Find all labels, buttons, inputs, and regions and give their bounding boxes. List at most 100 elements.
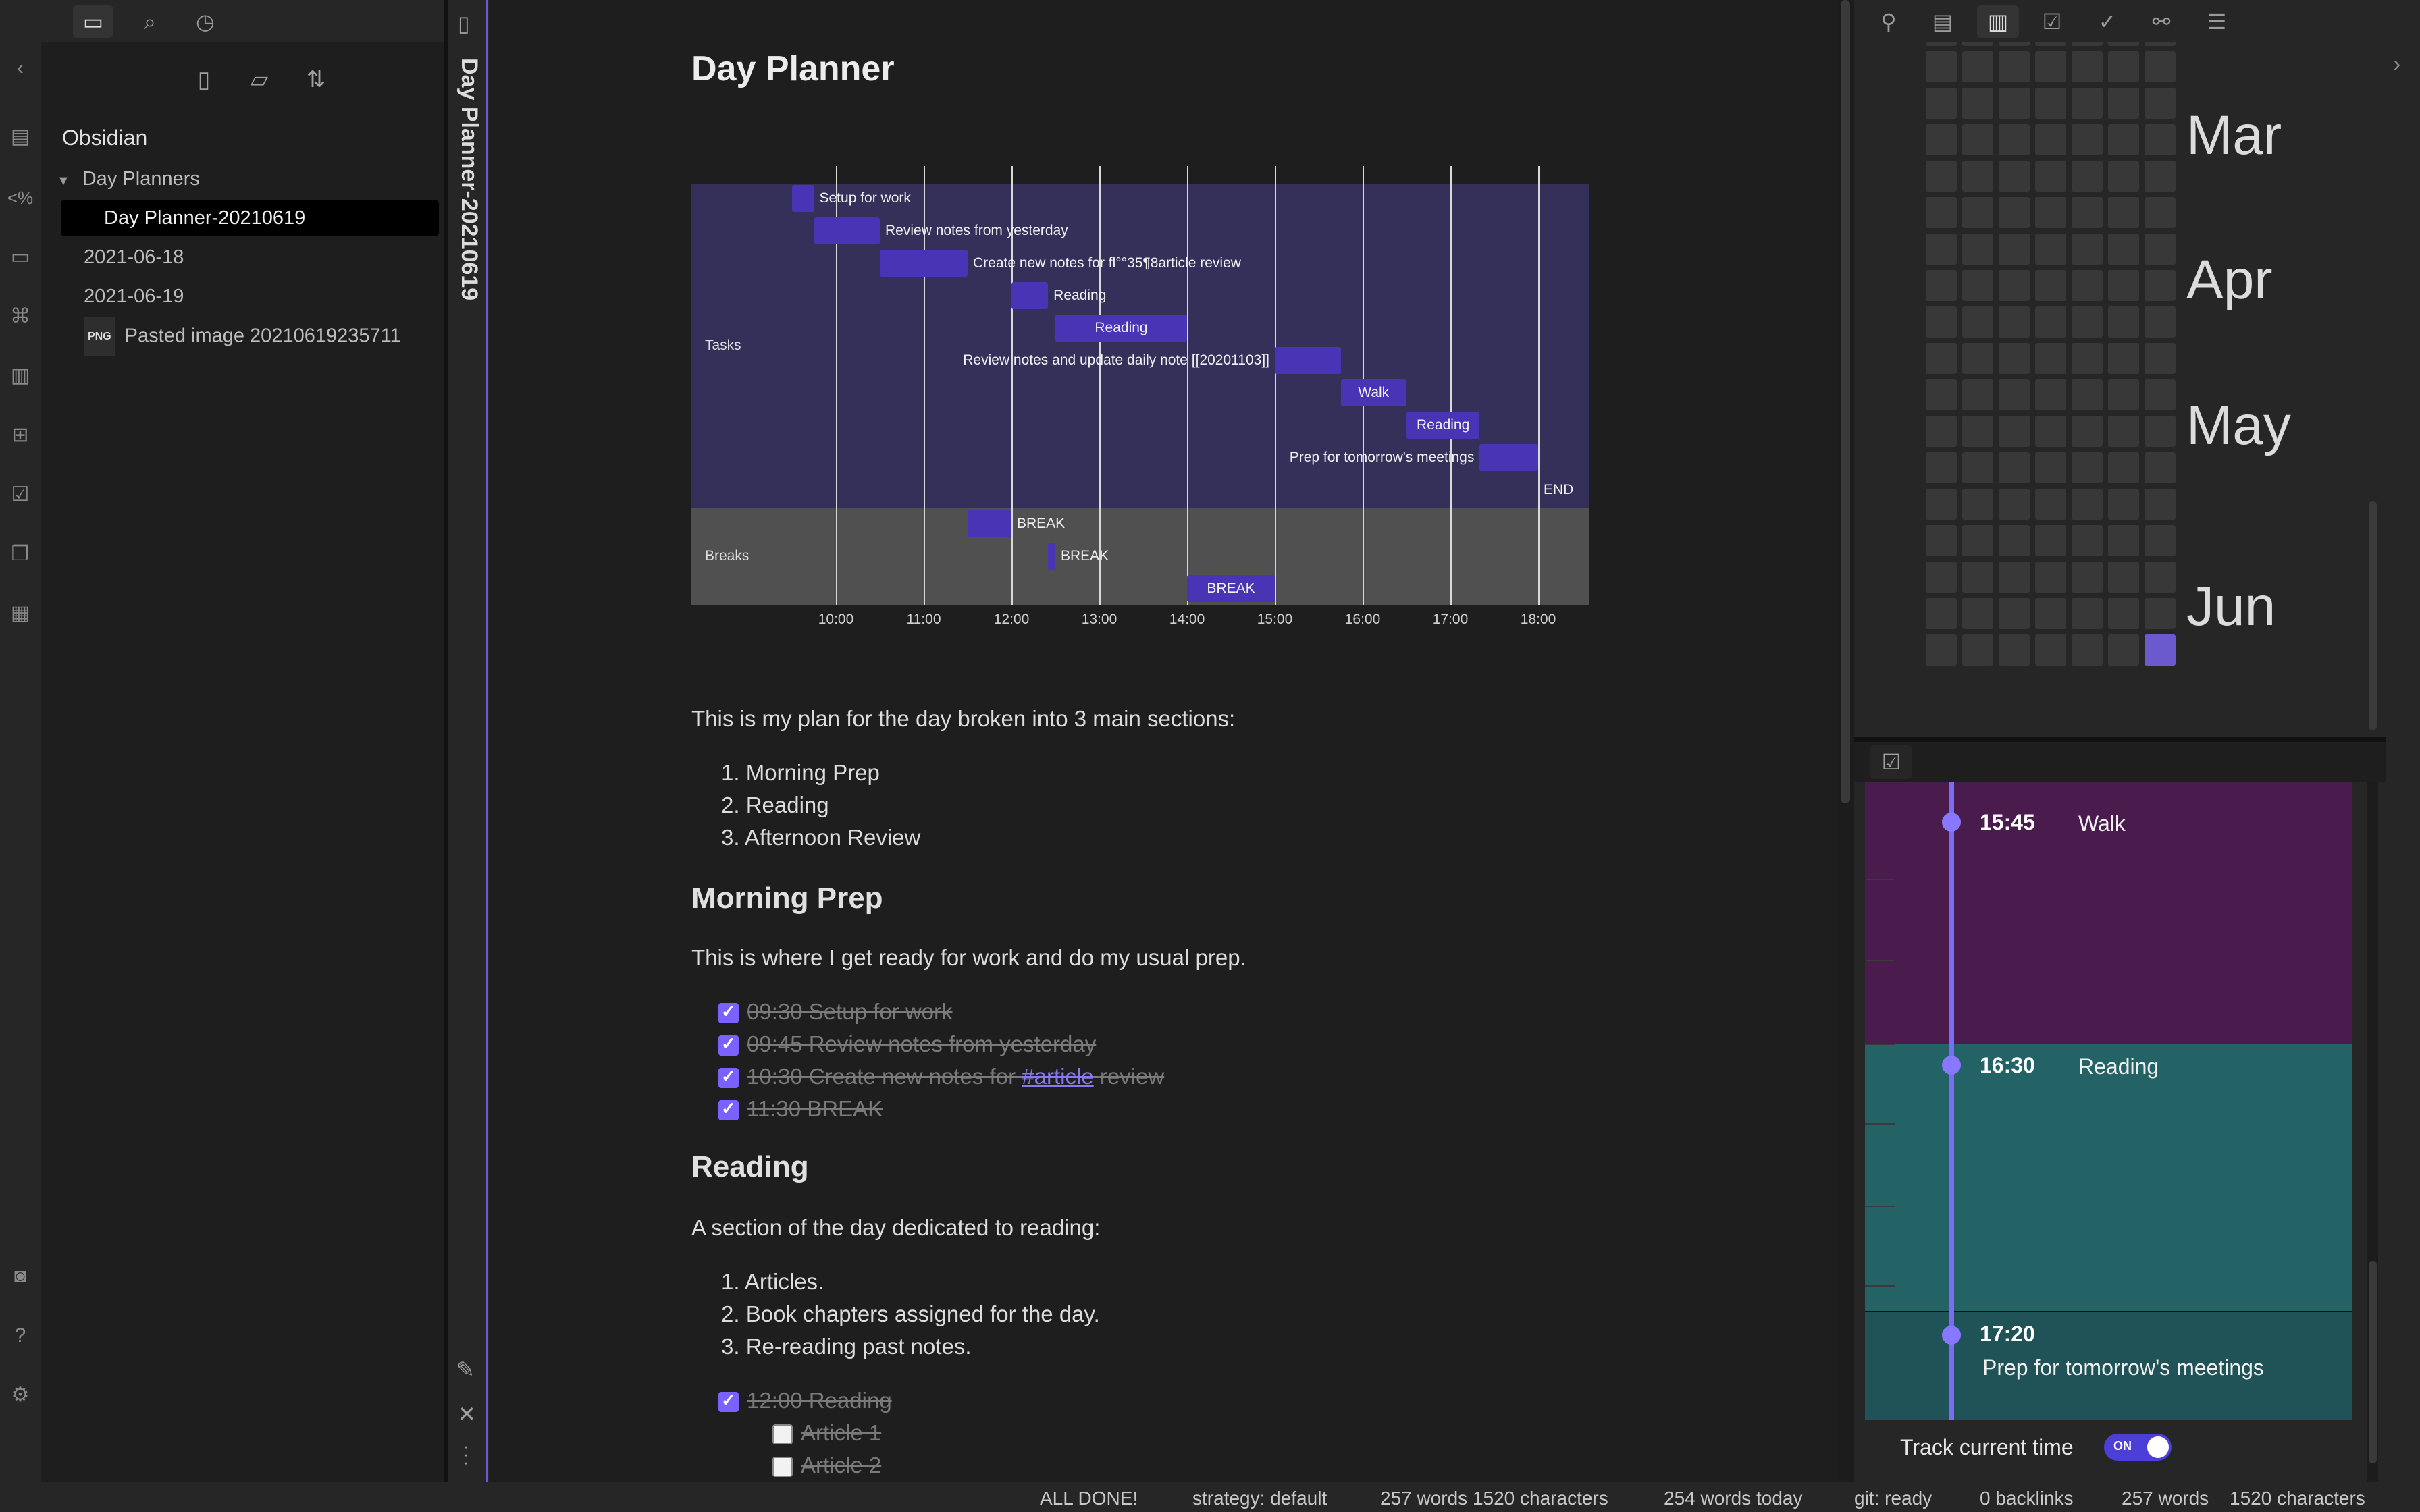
gantt-bar[interactable]	[1055, 315, 1187, 342]
heatmap-cell[interactable]	[1962, 88, 1993, 119]
heatmap-cell[interactable]	[1962, 234, 1993, 265]
heatmap-cell[interactable]	[2108, 489, 2139, 520]
heatmap-cell[interactable]	[2145, 562, 2176, 593]
heatmap-cell[interactable]	[2035, 525, 2066, 556]
gantt-bar[interactable]	[792, 185, 814, 212]
folder-icon[interactable]: ▭	[73, 5, 113, 38]
heatmap-cell[interactable]	[2145, 197, 2176, 228]
heatmap-cell[interactable]	[2108, 124, 2139, 155]
heatmap-cell[interactable]	[2108, 598, 2139, 629]
heatmap-cell[interactable]	[2035, 562, 2066, 593]
settings-icon[interactable]: ⚙	[11, 1384, 30, 1406]
heatmap-cell[interactable]	[2072, 270, 2103, 301]
new-note-icon[interactable]: ▯	[197, 67, 211, 92]
heatmap-cell[interactable]	[2145, 161, 2176, 192]
heatmap-cell[interactable]	[1926, 124, 1957, 155]
heatmap-cell[interactable]	[1926, 197, 1957, 228]
heatmap-cell[interactable]	[1962, 634, 1993, 666]
heatmap-cell[interactable]	[2108, 452, 2139, 483]
heatmap-cell[interactable]	[1926, 161, 1957, 192]
more-options-icon[interactable]: · · ·	[463, 1436, 469, 1472]
timeline-block-prep[interactable]	[1865, 1311, 2352, 1420]
heatmap-cell[interactable]	[1962, 489, 1993, 520]
heatmap-cell[interactable]	[1999, 343, 2030, 374]
new-folder-icon[interactable]: ▱	[250, 67, 269, 92]
heatmap-cell[interactable]	[1926, 379, 1957, 410]
plugins-icon[interactable]: ⊞	[11, 424, 29, 446]
tag-link[interactable]: #article	[1022, 1064, 1094, 1089]
heatmap-cell[interactable]	[1999, 525, 2030, 556]
heatmap-cell[interactable]	[2035, 598, 2066, 629]
heatmap-cell[interactable]	[2035, 161, 2066, 192]
heatmap-cell[interactable]	[2108, 197, 2139, 228]
heatmap-cell[interactable]	[2108, 562, 2139, 593]
heatmap-cell[interactable]	[2035, 270, 2066, 301]
heatmap-cell[interactable]	[1999, 234, 2030, 265]
task-checkbox[interactable]	[718, 1390, 739, 1412]
gantt-bar[interactable]	[814, 217, 880, 244]
heatmap-cell[interactable]	[1926, 42, 1957, 46]
heatmap-cell[interactable]	[1962, 598, 1993, 629]
heatmap-cell[interactable]	[2072, 634, 2103, 666]
heatmap-cell[interactable]	[2072, 562, 2103, 593]
heatmap-cell[interactable]	[2108, 161, 2139, 192]
gantt-bar[interactable]	[1275, 347, 1341, 374]
timeline-block-reading[interactable]	[1865, 1044, 2352, 1311]
heatmap-cell[interactable]	[1999, 598, 2030, 629]
heatmap-cell[interactable]	[2108, 379, 2139, 410]
kanban-icon[interactable]: ▦	[10, 602, 30, 624]
gantt-bar[interactable]	[880, 250, 968, 277]
heatmap-cell[interactable]	[2035, 379, 2066, 410]
pane-divider[interactable]	[1854, 737, 2386, 742]
note-icon[interactable]: ▭	[10, 246, 30, 268]
heatmap-cell[interactable]	[2035, 42, 2066, 46]
task-checkbox[interactable]	[718, 1098, 739, 1120]
editor-pane[interactable]: Day Planner Tasks Breaks 10:00 11:00 12:00…	[489, 0, 1839, 1482]
heatmap-cell[interactable]	[2145, 124, 2176, 155]
collapse-right-icon[interactable]: ›	[2393, 51, 2401, 77]
close-icon[interactable]: ✕	[458, 1402, 476, 1426]
heatmap-cell[interactable]	[2108, 343, 2139, 374]
heatmap-cell[interactable]	[1926, 489, 1957, 520]
heatmap-cell[interactable]	[2108, 88, 2139, 119]
gantt-bar[interactable]	[968, 510, 1011, 537]
calendar-icon[interactable]: ☑	[11, 483, 30, 506]
heatmap-cell[interactable]	[2145, 343, 2176, 374]
heatmap-cell[interactable]	[1999, 51, 2030, 82]
heatmap-cell[interactable]	[1999, 306, 2030, 338]
heatmap-cell[interactable]	[1926, 343, 1957, 374]
planner-scrollbar[interactable]	[2367, 782, 2378, 1482]
gantt-bar[interactable]	[1406, 412, 1480, 439]
file-day-planner-20210619[interactable]: Day Planner-20210619	[61, 200, 439, 236]
chart-icon[interactable]: ▥	[1977, 5, 2019, 38]
gantt-bar[interactable]	[1479, 444, 1538, 471]
heatmap-cell[interactable]	[1999, 42, 2030, 46]
track-current-time-toggle[interactable]: ON	[2104, 1434, 2172, 1461]
heatmap-cell[interactable]	[2108, 42, 2139, 46]
heatmap-cell[interactable]	[1926, 88, 1957, 119]
heatmap-cell[interactable]	[2035, 343, 2066, 374]
heatmap-cell[interactable]	[2145, 598, 2176, 629]
sort-icon[interactable]: ⇅	[306, 67, 326, 92]
heatmap-cell[interactable]	[1926, 598, 1957, 629]
heatmap-cell[interactable]	[2145, 489, 2176, 520]
heatmap-cell[interactable]	[1999, 634, 2030, 666]
heatmap-cell[interactable]	[2072, 88, 2103, 119]
heatmap-cell[interactable]	[1999, 270, 2030, 301]
template-icon[interactable]: <%	[7, 188, 34, 208]
heatmap-cell[interactable]	[2072, 234, 2103, 265]
search-icon[interactable]: ⌕	[144, 9, 156, 34]
heatmap-cell[interactable]	[1999, 124, 2030, 155]
heatmap-cell[interactable]	[2035, 88, 2066, 119]
heatmap-cell[interactable]	[1962, 343, 1993, 374]
heatmap-cell[interactable]	[2145, 306, 2176, 338]
heatmap-cell[interactable]	[2035, 634, 2066, 666]
edit-icon[interactable]: ✎	[456, 1357, 475, 1382]
heatmap-cell[interactable]	[2108, 306, 2139, 338]
heatmap-cell[interactable]	[2035, 51, 2066, 82]
heatmap-cell[interactable]	[2145, 51, 2176, 82]
task-checkbox[interactable]	[718, 1033, 739, 1056]
gantt-bar[interactable]	[1011, 282, 1049, 309]
heatmap-cell[interactable]	[1962, 416, 1993, 447]
planner-scrollbar-thumb[interactable]	[2369, 1261, 2377, 1463]
